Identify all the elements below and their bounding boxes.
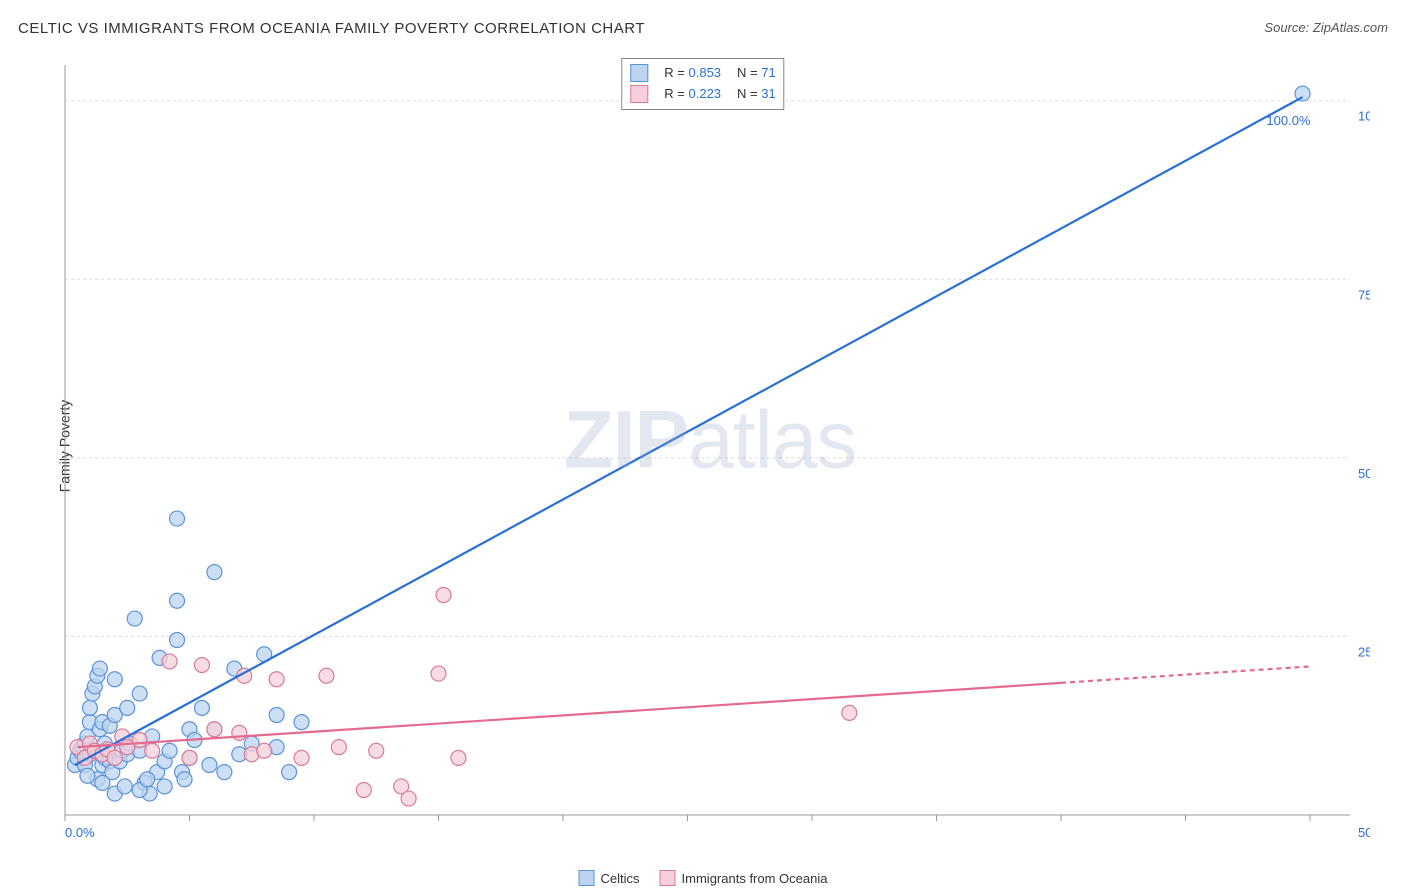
legend-oceania: Immigrants from Oceania [682, 871, 828, 886]
svg-text:50.0%: 50.0% [1358, 825, 1370, 840]
source-label: Source: [1264, 20, 1309, 35]
svg-text:75.0%: 75.0% [1358, 287, 1370, 302]
svg-text:100.0%: 100.0% [1358, 109, 1370, 124]
legend-celtics: Celtics [601, 871, 640, 886]
swatch-oceania [660, 870, 676, 886]
svg-text:0.0%: 0.0% [65, 825, 95, 840]
scatter-plot: 25.0%50.0%75.0%100.0%0.0%50.0%100.0% ZIP… [50, 55, 1370, 845]
x-axis-legend: Celtics Immigrants from Oceania [579, 870, 828, 886]
swatch-celtics [579, 870, 595, 886]
correlation-legend: R = 0.853N = 71R = 0.223N = 31 [621, 58, 784, 110]
svg-text:100.0%: 100.0% [1266, 113, 1311, 128]
source-value: ZipAtlas.com [1313, 20, 1388, 35]
svg-text:50.0%: 50.0% [1358, 466, 1370, 481]
chart-title: CELTIC VS IMMIGRANTS FROM OCEANIA FAMILY… [18, 20, 645, 37]
svg-text:25.0%: 25.0% [1358, 644, 1370, 659]
